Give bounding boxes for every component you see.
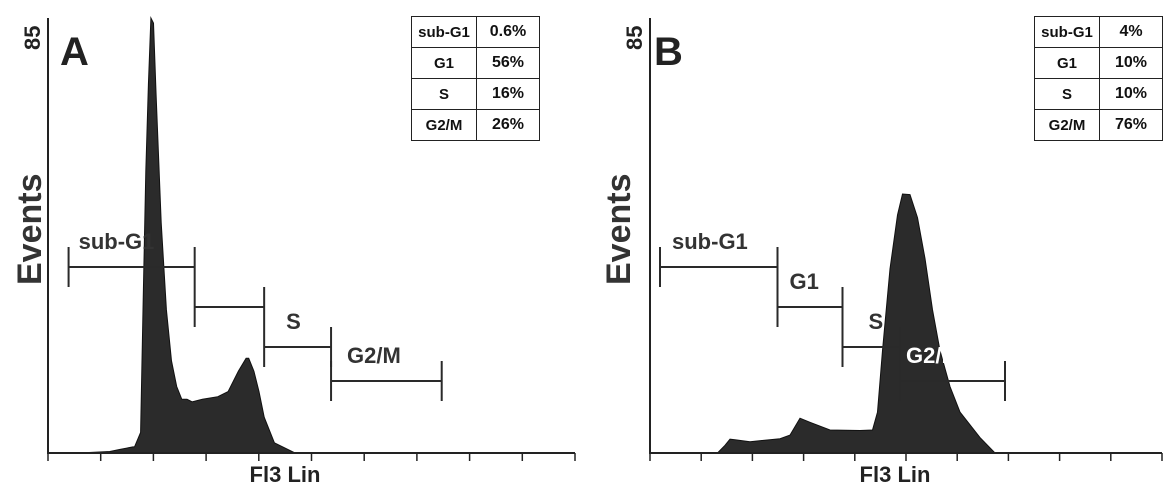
gate-label: sub-G1 [672,229,748,254]
gate-label: G1 [790,269,819,294]
gate-percent-table-a: sub-G1 0.6% G1 56% S 16% G2/M 26% [411,16,540,141]
gate-label: S [286,309,301,334]
y-axis-label-b: Events [600,174,638,286]
panel-label-a: A [60,30,89,74]
y-axis-label-a: Events [11,174,49,286]
gate-percent-cell: 10% [1099,47,1163,79]
table-row: G2/M 76% [1034,109,1163,141]
table-row: sub-G1 4% [1034,16,1163,48]
gate-label: sub-G1 [79,229,155,254]
gate-percent-cell: 10% [1099,78,1163,110]
gate-name-cell: sub-G1 [411,16,477,48]
gate-percent-cell: 16% [476,78,540,110]
gate-name-cell: G2/M [1034,109,1100,141]
gate-percent-cell: 26% [476,109,540,141]
gate-label: G2/M [347,343,401,368]
histogram-area [650,193,1162,454]
histogram-panel-b: sub-G1 G1 S G2/M B 85 Events Fl3 Lin sub-G1… [582,0,1164,485]
gate-label: S [869,309,884,334]
table-row: S 16% [411,78,540,110]
panel-label-b: B [654,30,683,74]
gate-name-cell: G2/M [411,109,477,141]
table-row: G2/M 26% [411,109,540,141]
table-row: G1 56% [411,47,540,79]
gate-label: G2/M [906,343,960,368]
gate-name-cell: S [1034,78,1100,110]
histogram-panel-a: sub-G1 G1 S G2/M A 85 Events Fl3 Lin sub-G1… [11,16,576,485]
gate-percent-cell: 56% [476,47,540,79]
histogram-area [48,16,575,454]
gate-label: G1 [213,269,242,294]
gate-percent-cell: 4% [1099,16,1163,48]
y-max-label-b: 85 [622,26,647,50]
x-axis-label-b: Fl3 Lin [860,462,931,485]
gate-name-cell: sub-G1 [1034,16,1100,48]
table-row: G1 10% [1034,47,1163,79]
gate-percent-table-b: sub-G1 4% G1 10% S 10% G2/M 76% [1034,16,1163,141]
gate-percent-cell: 0.6% [476,16,540,48]
gate-name-cell: G1 [411,47,477,79]
table-row: sub-G1 0.6% [411,16,540,48]
x-axis-label-a: Fl3 Lin [250,462,321,485]
y-max-label-a: 85 [20,26,45,50]
gate-percent-cell: 76% [1099,109,1163,141]
table-row: S 10% [1034,78,1163,110]
gate-name-cell: S [411,78,477,110]
gate-name-cell: G1 [1034,47,1100,79]
